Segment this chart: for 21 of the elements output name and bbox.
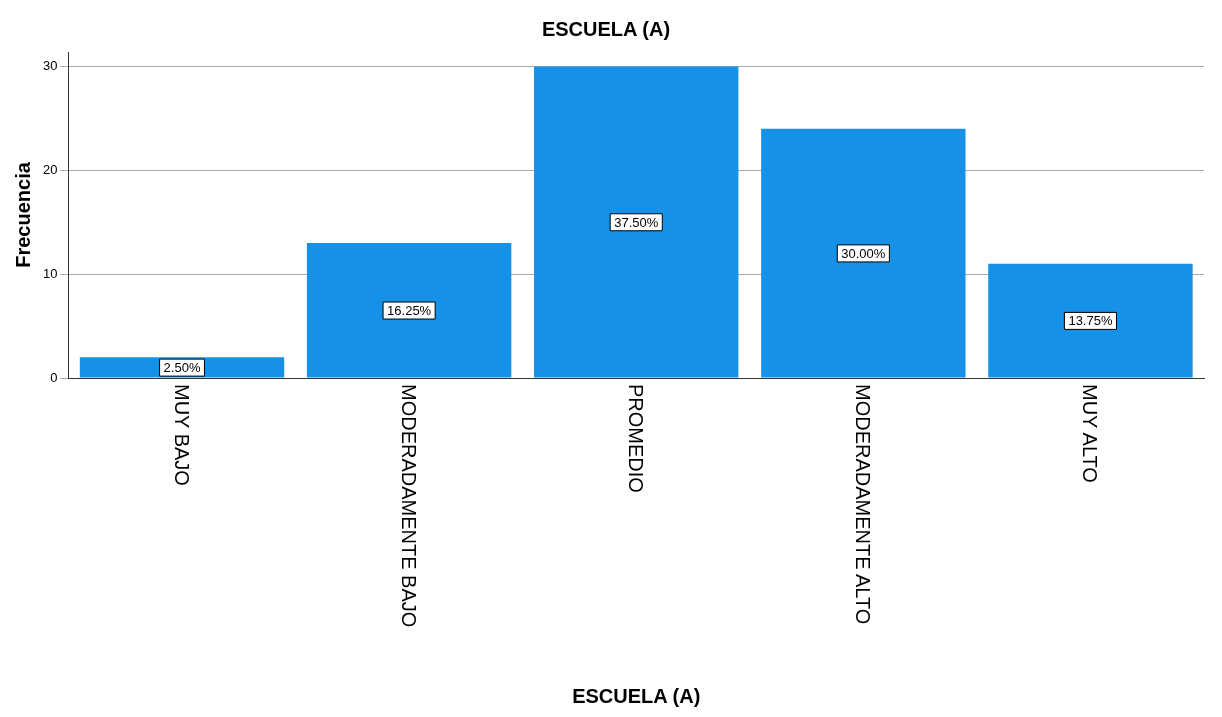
x-tick-label: MODERADAMENTE BAJO (398, 384, 421, 628)
bar (306, 243, 512, 378)
x-tick-label: MUY ALTO (1079, 384, 1102, 483)
annotation: 2.50% (163, 360, 201, 376)
y-tick-label: 30 (42, 58, 58, 74)
annotation: 16.25% (387, 303, 432, 319)
x-tick-label: PROMEDIO (625, 384, 648, 493)
bar (761, 128, 966, 378)
y-axis-title: Frecuencia (11, 161, 34, 268)
x-tick-label: MODERADAMENTE ALTO (852, 384, 875, 625)
x-tick-label: MUY BAJO (171, 384, 193, 486)
annotation: 30.00% (841, 245, 886, 261)
y-tick-label: 0 (50, 369, 58, 385)
y-tick-label: 10 (42, 265, 58, 281)
annotation: 37.50% (614, 214, 659, 230)
annotation: 13.75% (1068, 313, 1113, 329)
bar (534, 66, 739, 378)
y-tick-label: 20 (42, 161, 58, 177)
bar (988, 263, 1193, 378)
x-axis-title: ESCUELA (A) (571, 685, 702, 708)
chart-title: ESCUELA (A) (541, 17, 671, 40)
